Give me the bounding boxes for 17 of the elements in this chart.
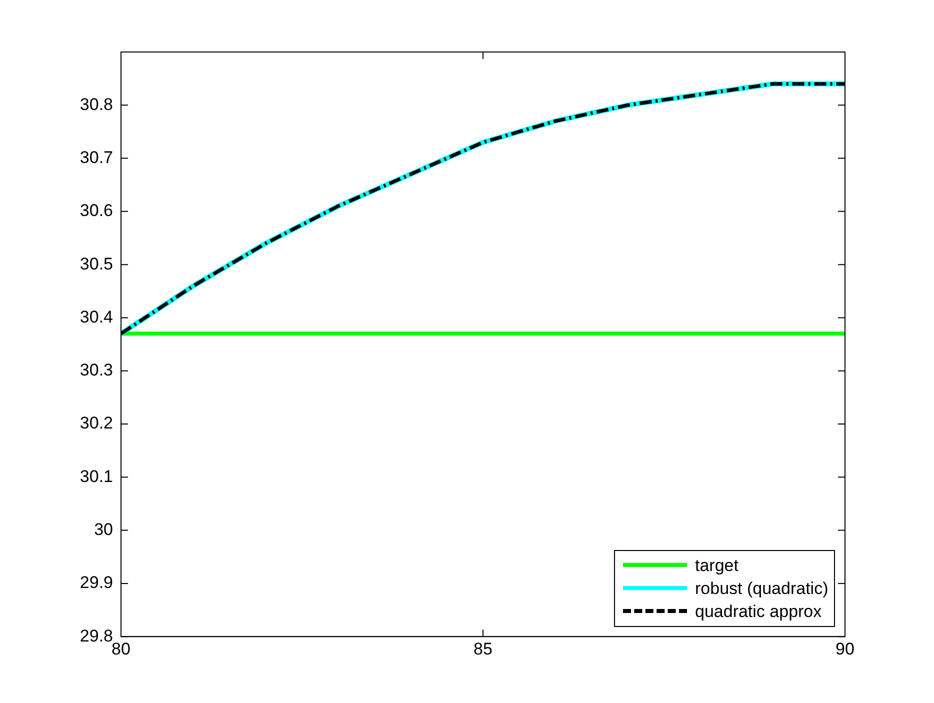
legend-label: target bbox=[695, 554, 738, 577]
y-tick-label: 29.9 bbox=[80, 573, 113, 592]
y-tick-label: 30.3 bbox=[80, 360, 113, 380]
y-tick-label: 30.8 bbox=[80, 94, 113, 114]
y-tick-label: 30.4 bbox=[80, 307, 113, 326]
x-tick-label: 80 bbox=[112, 639, 130, 658]
y-tick-label: 30.2 bbox=[80, 414, 113, 433]
y-tick-label: 30.1 bbox=[80, 466, 113, 486]
x-tick-label: 85 bbox=[474, 639, 492, 658]
legend-label: quadratic approx bbox=[695, 600, 822, 623]
y-tick-label: 30.5 bbox=[80, 254, 113, 274]
y-tick-label: 30 bbox=[94, 520, 113, 539]
legend-label: robust (quadratic) bbox=[695, 578, 828, 600]
y-tick-label: 29.8 bbox=[80, 626, 113, 646]
y-tick-label: 30.6 bbox=[80, 201, 113, 220]
y-tick-label: 30.7 bbox=[80, 148, 113, 167]
x-tick-label: 90 bbox=[836, 639, 854, 658]
